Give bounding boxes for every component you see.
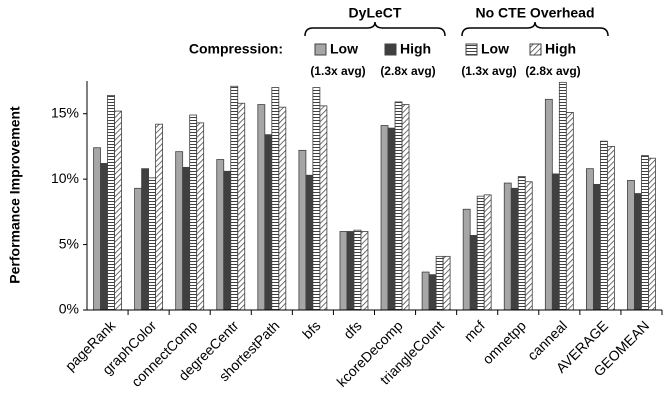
bar [648,157,656,311]
bar [305,174,314,311]
bar [319,105,328,311]
legend-swatch [384,43,397,56]
bar [421,271,430,311]
x-tick-label: omnetpp [479,317,529,367]
bar [298,149,307,311]
bar [182,166,191,311]
bar [565,112,574,311]
y-tick-label: 10% [51,170,79,186]
bar [216,159,225,311]
bar [360,231,369,311]
bar [237,102,246,311]
y-axis-label: Performance Improvement [7,106,23,284]
x-tick-label: mcf [461,317,488,344]
bar [544,98,553,311]
bar [585,168,594,311]
bar [353,229,362,311]
bar [387,127,396,311]
bar [196,122,205,311]
bar [517,176,526,311]
bar [394,101,403,311]
bar [93,147,101,311]
legend-label: Low [330,41,358,57]
bar [428,274,437,311]
group-brace [304,21,446,37]
bar [107,94,115,311]
bar [476,195,485,311]
bar [114,110,122,311]
bar [483,194,492,311]
bar [339,231,348,311]
y-tick-label: 0% [59,301,79,317]
bar [627,180,635,311]
legend-note: (2.8x avg) [525,64,580,78]
bar [346,231,355,311]
bar [524,181,533,311]
bar [141,168,150,311]
bar [155,123,164,311]
bar [641,155,649,311]
legend-note: (1.3x avg) [310,64,365,78]
legend-label: High [545,41,576,57]
group-brace [461,21,609,37]
legend-swatch [314,43,327,56]
y-tick-label: 15% [51,104,79,120]
y-tick-label: 5% [59,235,79,251]
bar [223,170,232,311]
bar [175,151,184,311]
bar [312,87,321,311]
bar [599,140,608,311]
bar [435,255,444,311]
legend-label: Low [481,41,509,57]
legend-label: High [400,41,431,57]
legend-note: (2.8x avg) [380,64,435,78]
bar [558,81,567,311]
bar [278,106,287,311]
bar [100,163,108,311]
bar [510,187,519,311]
x-tick-label: dfs [340,317,365,342]
bar [148,177,157,311]
bar [462,208,471,311]
group-label: DyLeCT [349,5,402,21]
bar [380,125,389,311]
bar [592,183,601,311]
bar [230,85,239,311]
bar [401,104,410,311]
bar [264,134,273,311]
legend-swatch [465,43,478,56]
bar [606,146,615,311]
bar [469,235,478,311]
legend-note: (1.3x avg) [461,64,516,78]
group-label: No CTE Overhead [475,5,594,21]
legend-title: Compression: [189,41,283,57]
legend-swatch [529,43,542,56]
bar [442,255,451,311]
bar [134,187,143,311]
bar [189,114,198,311]
bar [271,87,280,311]
x-tick-label: bfs [299,317,324,342]
bar [551,173,560,311]
bar [503,182,512,311]
bar [257,104,266,311]
bar [634,193,642,311]
